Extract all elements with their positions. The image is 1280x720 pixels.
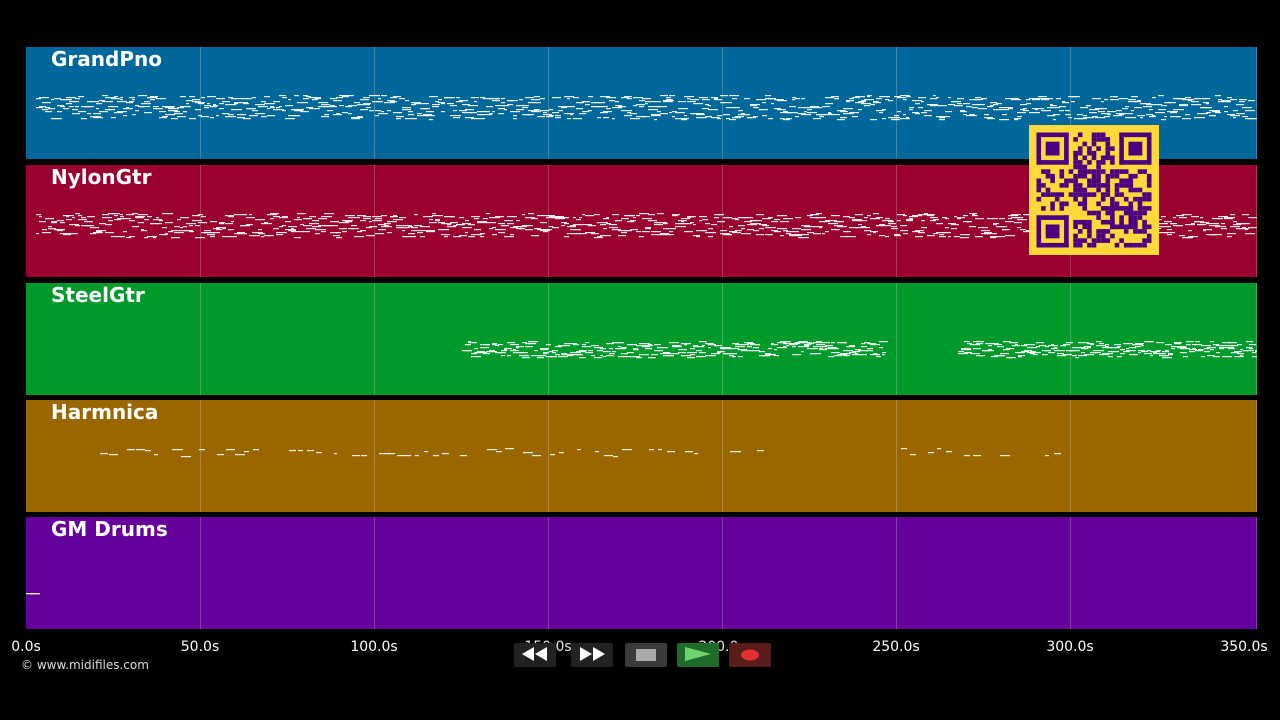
track-steelgtr: SteelGtr xyxy=(26,283,1257,395)
gridline xyxy=(722,47,723,159)
note-strip xyxy=(36,95,1257,121)
gridline xyxy=(548,400,549,512)
gridline xyxy=(722,400,723,512)
stop-icon xyxy=(636,646,656,665)
gridline xyxy=(374,400,375,512)
track-name: SteelGtr xyxy=(51,283,145,307)
gridline xyxy=(548,517,549,629)
gridline xyxy=(548,47,549,159)
gridline xyxy=(722,165,723,277)
gridline xyxy=(896,517,897,629)
gridline xyxy=(1256,283,1257,395)
stop-button[interactable] xyxy=(625,643,667,667)
gridline xyxy=(374,283,375,395)
gridline xyxy=(548,165,549,277)
time-tick: 100.0s xyxy=(350,639,398,655)
gridline xyxy=(200,283,201,395)
time-tick: 50.0s xyxy=(180,639,220,655)
gridline xyxy=(374,47,375,159)
qr-code[interactable] xyxy=(1029,125,1159,255)
record-button[interactable] xyxy=(729,643,771,667)
gridline xyxy=(722,283,723,395)
gridline xyxy=(200,165,201,277)
gridline xyxy=(200,47,201,159)
note-strip xyxy=(36,213,1257,239)
track-name: NylonGtr xyxy=(51,165,152,189)
gridline xyxy=(1070,517,1071,629)
note-strip xyxy=(26,593,40,595)
track-name: Harmnica xyxy=(51,400,159,424)
gridline xyxy=(896,283,897,395)
gridline xyxy=(200,517,201,629)
gridline xyxy=(1070,283,1071,395)
fast-forward-button[interactable] xyxy=(571,643,613,667)
gridline xyxy=(374,517,375,629)
track-name: GM Drums xyxy=(51,517,168,541)
gridline xyxy=(1256,165,1257,277)
time-tick: 0.0s xyxy=(11,639,41,655)
rewind-icon xyxy=(522,646,548,665)
time-tick: 350.0s xyxy=(1220,639,1268,655)
track-grandpno: GrandPno xyxy=(26,47,1257,159)
gridline xyxy=(548,283,549,395)
gridline xyxy=(1070,400,1071,512)
gridline xyxy=(722,517,723,629)
gridline xyxy=(896,400,897,512)
gridline xyxy=(200,400,201,512)
gridline xyxy=(1256,400,1257,512)
gridline xyxy=(896,47,897,159)
track-gm-drums: GM Drums xyxy=(26,517,1257,629)
gridline xyxy=(896,165,897,277)
play-button[interactable] xyxy=(677,643,719,667)
gridline xyxy=(374,165,375,277)
time-tick: 250.0s xyxy=(872,639,920,655)
track-name: GrandPno xyxy=(51,47,162,71)
copyright-text: © www.midifiles.com xyxy=(21,658,149,672)
gridline xyxy=(1256,47,1257,159)
time-tick: 300.0s xyxy=(1046,639,1094,655)
gridline xyxy=(1070,47,1071,159)
play-icon xyxy=(685,646,711,665)
rewind-button[interactable] xyxy=(514,643,556,667)
note-strip xyxy=(100,448,1061,458)
gridline xyxy=(1256,517,1257,629)
track-harmnica: Harmnica xyxy=(26,400,1257,512)
fast-forward-icon xyxy=(579,646,605,665)
note-strip xyxy=(462,341,1257,359)
record-icon xyxy=(740,646,760,665)
